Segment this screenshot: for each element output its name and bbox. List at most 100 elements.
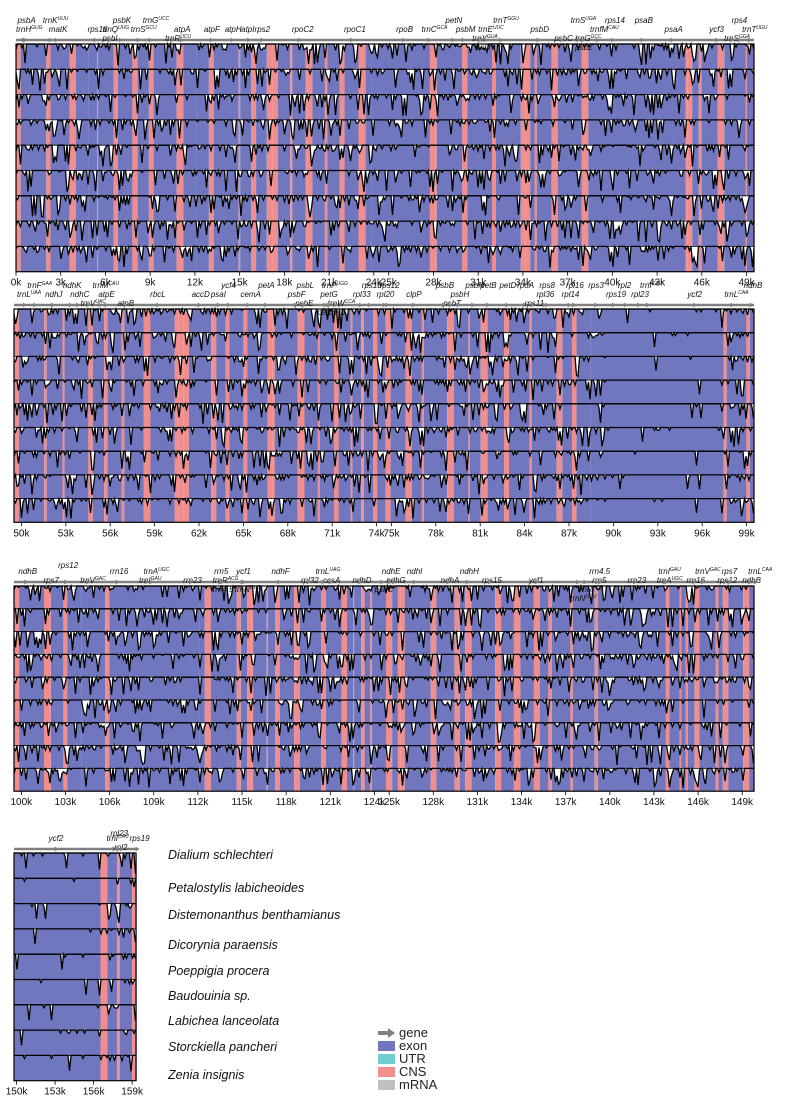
cns-region [513, 700, 521, 723]
gene-label: rpl23 [110, 829, 128, 838]
cns-region [317, 380, 320, 404]
gene-label: trnLUAA [17, 290, 42, 299]
cns-region [275, 700, 280, 723]
cns-region [533, 677, 540, 700]
exon-region [509, 356, 530, 381]
cns-region [132, 1030, 136, 1056]
gene-arrowhead [730, 37, 735, 43]
axis-tick-label: 81k [472, 528, 489, 539]
exon-region [509, 498, 530, 523]
cns-region [386, 608, 393, 632]
gene-label: trnSGCU [131, 25, 157, 34]
cns-region [405, 451, 412, 475]
species-track-8-panel-4 [14, 1029, 137, 1056]
exon-region [19, 677, 44, 700]
gene-label: atpE [98, 290, 115, 299]
cns-region [341, 768, 347, 792]
exon-region [119, 903, 133, 929]
cns-region [341, 745, 347, 769]
exon-region [240, 94, 251, 120]
exon-region [377, 309, 386, 333]
species-label-5: Poeppigia procera [168, 964, 270, 978]
cns-region [321, 654, 326, 678]
exon-region [551, 700, 571, 723]
exon-region [501, 608, 514, 632]
exon-region [371, 745, 386, 769]
cns-region [400, 745, 405, 769]
cns-region [430, 654, 437, 678]
exon-region [18, 451, 45, 475]
exon-region [240, 677, 248, 700]
cns-region [480, 427, 488, 452]
cns-region [178, 474, 184, 499]
exon-region [746, 44, 754, 70]
exon-region [352, 451, 362, 475]
cns-region [321, 608, 326, 632]
cns-region [305, 221, 308, 247]
cns-region [679, 768, 682, 792]
cns-region [665, 654, 670, 678]
cns-region [358, 44, 366, 70]
cns-region [324, 145, 328, 171]
exon-region [354, 768, 362, 792]
gene-label: petL [316, 308, 333, 317]
cns-region [430, 221, 436, 247]
exon-region [390, 309, 406, 333]
cns-region [247, 586, 252, 609]
gene-arrowhead [392, 579, 397, 585]
species-track-9-panel-3 [13, 766, 754, 792]
exon-region [718, 586, 723, 609]
gene-label: petD [498, 281, 516, 290]
species-track-1-panel-1 [15, 41, 755, 70]
cns-region [113, 221, 118, 247]
exon-region [50, 722, 64, 746]
cns-region [723, 427, 727, 452]
exon-region [390, 427, 406, 452]
exon-region [509, 332, 530, 357]
gene-arrowhead [209, 37, 214, 43]
exon-region [107, 1055, 118, 1081]
gene-arrowhead [727, 579, 732, 585]
exon-region [562, 427, 572, 452]
exon-region [364, 722, 371, 746]
cns-region [468, 451, 470, 475]
exon-region [216, 309, 226, 333]
cns-region [341, 586, 347, 609]
cns-region [698, 69, 702, 95]
species-track-4-panel-1 [15, 117, 754, 146]
cns-region [251, 246, 257, 272]
exon-region [539, 700, 549, 723]
exon-region [292, 221, 306, 247]
cns-region [132, 246, 138, 272]
cns-region [513, 631, 521, 655]
cns-region [88, 332, 93, 357]
cns-region [746, 380, 750, 404]
exon-region [247, 474, 268, 499]
cns-region [405, 309, 412, 333]
cns-region [236, 608, 241, 632]
exon-region [50, 94, 70, 120]
gene-label: ycf4 [220, 281, 236, 290]
exon-region [256, 195, 267, 222]
cns-region [178, 403, 184, 428]
cns-region [339, 94, 345, 120]
cns-region [358, 221, 366, 247]
gene-arrowhead [358, 579, 363, 585]
exon-region [551, 586, 571, 609]
exon-region [392, 631, 398, 655]
cns-region [525, 221, 531, 247]
cns-region [97, 170, 99, 196]
exon-region [520, 608, 534, 632]
exon-region [363, 403, 374, 428]
cns-region [746, 474, 750, 499]
gene-arrowhead [116, 846, 121, 852]
cns-region [361, 332, 364, 357]
cns-region [117, 878, 120, 904]
exon-region [699, 586, 716, 609]
cns-region [694, 631, 700, 655]
cns-region [679, 745, 682, 769]
gene-label: trnRUCU [165, 34, 191, 43]
gene-arrowhead [171, 37, 176, 43]
cns-region [533, 586, 540, 609]
cns-region [46, 119, 51, 146]
